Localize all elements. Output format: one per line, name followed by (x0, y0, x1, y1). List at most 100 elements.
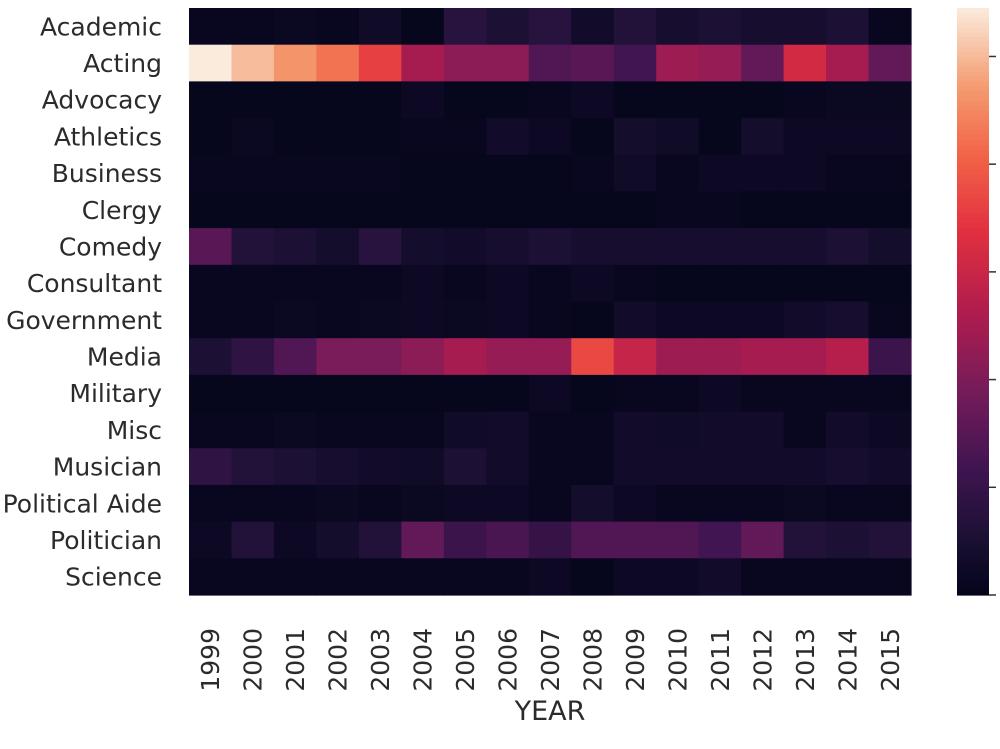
heatmap-cell (401, 264, 445, 303)
heatmap-cell (189, 81, 233, 119)
colorbar-segment (957, 565, 989, 572)
heatmap-cell (698, 338, 742, 376)
x-tick-label: 2003 (366, 628, 395, 692)
colorbar-segment (957, 164, 989, 171)
heatmap-cell (189, 338, 233, 376)
x-tick-label: 2012 (748, 628, 777, 692)
heatmap-cell (528, 118, 572, 156)
colorbar-segment (957, 12, 989, 19)
heatmap-cell (231, 8, 275, 46)
heatmap-cell (189, 558, 233, 596)
heatmap-cell (741, 81, 785, 119)
x-tick-labels: 1999 2000 2001 2002 2003 2004 2005 2006 2007 2008… (196, 628, 905, 692)
colorbar-segment (957, 580, 989, 586)
colorbar-segment (957, 521, 989, 528)
heatmap-cell (741, 191, 785, 229)
heatmap-cell (231, 374, 275, 413)
colorbar-segment (957, 389, 989, 396)
colorbar-segment (957, 96, 989, 102)
heatmap-cell (698, 44, 742, 82)
heatmap-cell (826, 301, 870, 339)
heatmap-cell (571, 191, 615, 229)
colorbar-segment (957, 159, 989, 166)
heatmap-cell (358, 154, 402, 193)
heatmap-cell (656, 81, 700, 119)
heatmap-cell (189, 484, 233, 523)
heatmap-cell (571, 338, 615, 376)
colorbar-segment (957, 52, 989, 58)
heatmap-cell (316, 81, 360, 119)
heatmap-cell (571, 228, 615, 266)
heatmap-cell (189, 521, 233, 559)
heatmap-cell (656, 191, 700, 229)
heatmap-cell (358, 558, 402, 596)
y-tick-label: Government (6, 306, 162, 335)
heatmap-cell (273, 558, 318, 596)
heatmap-cell (571, 264, 615, 303)
heatmap-cell (656, 448, 700, 486)
colorbar-segment (957, 575, 989, 581)
colorbar-segment (957, 306, 989, 312)
heatmap-cell (358, 301, 402, 339)
colorbar-segment (957, 22, 989, 29)
heatmap-cell (231, 154, 275, 193)
heatmap-cell (571, 118, 615, 156)
colorbar-segment (957, 277, 989, 283)
heatmap-cell (868, 411, 912, 449)
colorbar-segment (957, 281, 989, 288)
colorbar-segment (957, 531, 989, 537)
y-tick-label: Clergy (82, 196, 162, 225)
heatmap-cell (528, 448, 572, 486)
heatmap-cell (656, 44, 700, 82)
colorbar-segment (957, 140, 989, 146)
colorbar-segment (957, 443, 989, 449)
heatmap-cell (868, 484, 912, 523)
y-tick-label: Acting (83, 49, 162, 78)
heatmap-cell (571, 411, 615, 449)
heatmap-cell (741, 448, 785, 486)
colorbar-segment (957, 384, 989, 391)
heatmap-cell (358, 8, 402, 46)
x-tick-label: 2007 (536, 628, 565, 692)
heatmap-cell (528, 44, 572, 82)
heatmap-cell (741, 264, 785, 303)
heatmap-cell (528, 228, 572, 266)
heatmap-cell (316, 301, 360, 339)
colorbar-segment (957, 301, 989, 307)
heatmap-cell (528, 81, 572, 119)
heatmap-cell (316, 118, 360, 156)
y-tick-label: Consultant (27, 269, 162, 298)
heatmap-cell (783, 81, 827, 119)
heatmap-cell (656, 8, 700, 46)
heatmap-cell (273, 8, 318, 46)
colorbar-segment (957, 502, 989, 508)
heatmap-cell (528, 264, 572, 303)
colorbar-segment (957, 418, 989, 425)
heatmap-cell (443, 484, 487, 523)
colorbar-segment (957, 262, 989, 268)
heatmap-cell (273, 411, 318, 449)
heatmap-cell (656, 264, 700, 303)
heatmap-cell (273, 521, 318, 559)
heatmap-cell (613, 228, 657, 266)
heatmap-cell (528, 374, 572, 413)
heatmap-cell (358, 484, 402, 523)
heatmap-cell (826, 374, 870, 413)
heatmap-cell (316, 8, 360, 46)
heatmap-cell (826, 81, 870, 119)
heatmap-cell (401, 44, 445, 82)
heatmap-cell (528, 191, 572, 229)
heatmap-cell (316, 154, 360, 193)
colorbar-segment (957, 536, 989, 542)
colorbar-segment (957, 369, 989, 376)
heatmap-cell (231, 338, 275, 376)
heatmap-cell (528, 558, 572, 596)
heatmap-cell (486, 118, 530, 156)
heatmap-cell (613, 558, 657, 596)
heatmap-cell (656, 521, 700, 559)
heatmap-cell (868, 264, 912, 303)
colorbar-segment (957, 467, 989, 474)
colorbar-segment (957, 438, 989, 444)
colorbar-segment (957, 482, 989, 488)
heatmap-cell (231, 44, 275, 82)
